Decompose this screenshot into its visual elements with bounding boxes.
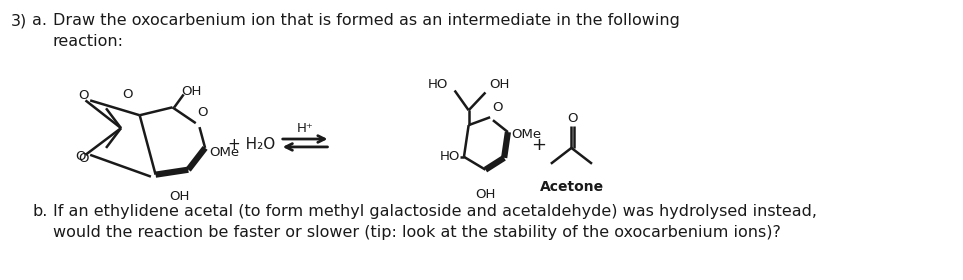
Text: +: + (532, 136, 546, 154)
Text: + H₂O: + H₂O (228, 137, 275, 152)
Text: Draw the oxocarbenium ion that is formed as an intermediate in the following
rea: Draw the oxocarbenium ion that is formed… (53, 13, 680, 49)
Text: O: O (492, 101, 503, 114)
Text: H⁺: H⁺ (297, 122, 314, 135)
Text: 3): 3) (11, 13, 27, 28)
Text: b.: b. (32, 204, 47, 219)
Text: O: O (78, 89, 89, 102)
Text: OH: OH (182, 85, 202, 98)
Text: O: O (567, 112, 578, 125)
Text: Acetone: Acetone (540, 179, 605, 193)
Text: HO: HO (428, 78, 448, 91)
Text: OMe: OMe (209, 146, 239, 159)
Text: If an ethylidene acetal (to form methyl galactoside and acetaldehyde) was hydrol: If an ethylidene acetal (to form methyl … (53, 204, 817, 240)
Text: O: O (75, 150, 86, 163)
Text: OH: OH (169, 190, 189, 202)
Text: O: O (122, 88, 133, 101)
Text: OMe: OMe (511, 128, 542, 141)
Text: OH: OH (476, 188, 496, 200)
Text: OH: OH (489, 78, 509, 91)
Text: HO: HO (440, 150, 460, 163)
Text: O: O (197, 106, 208, 119)
Text: O: O (78, 152, 89, 165)
Text: a.: a. (32, 13, 47, 28)
